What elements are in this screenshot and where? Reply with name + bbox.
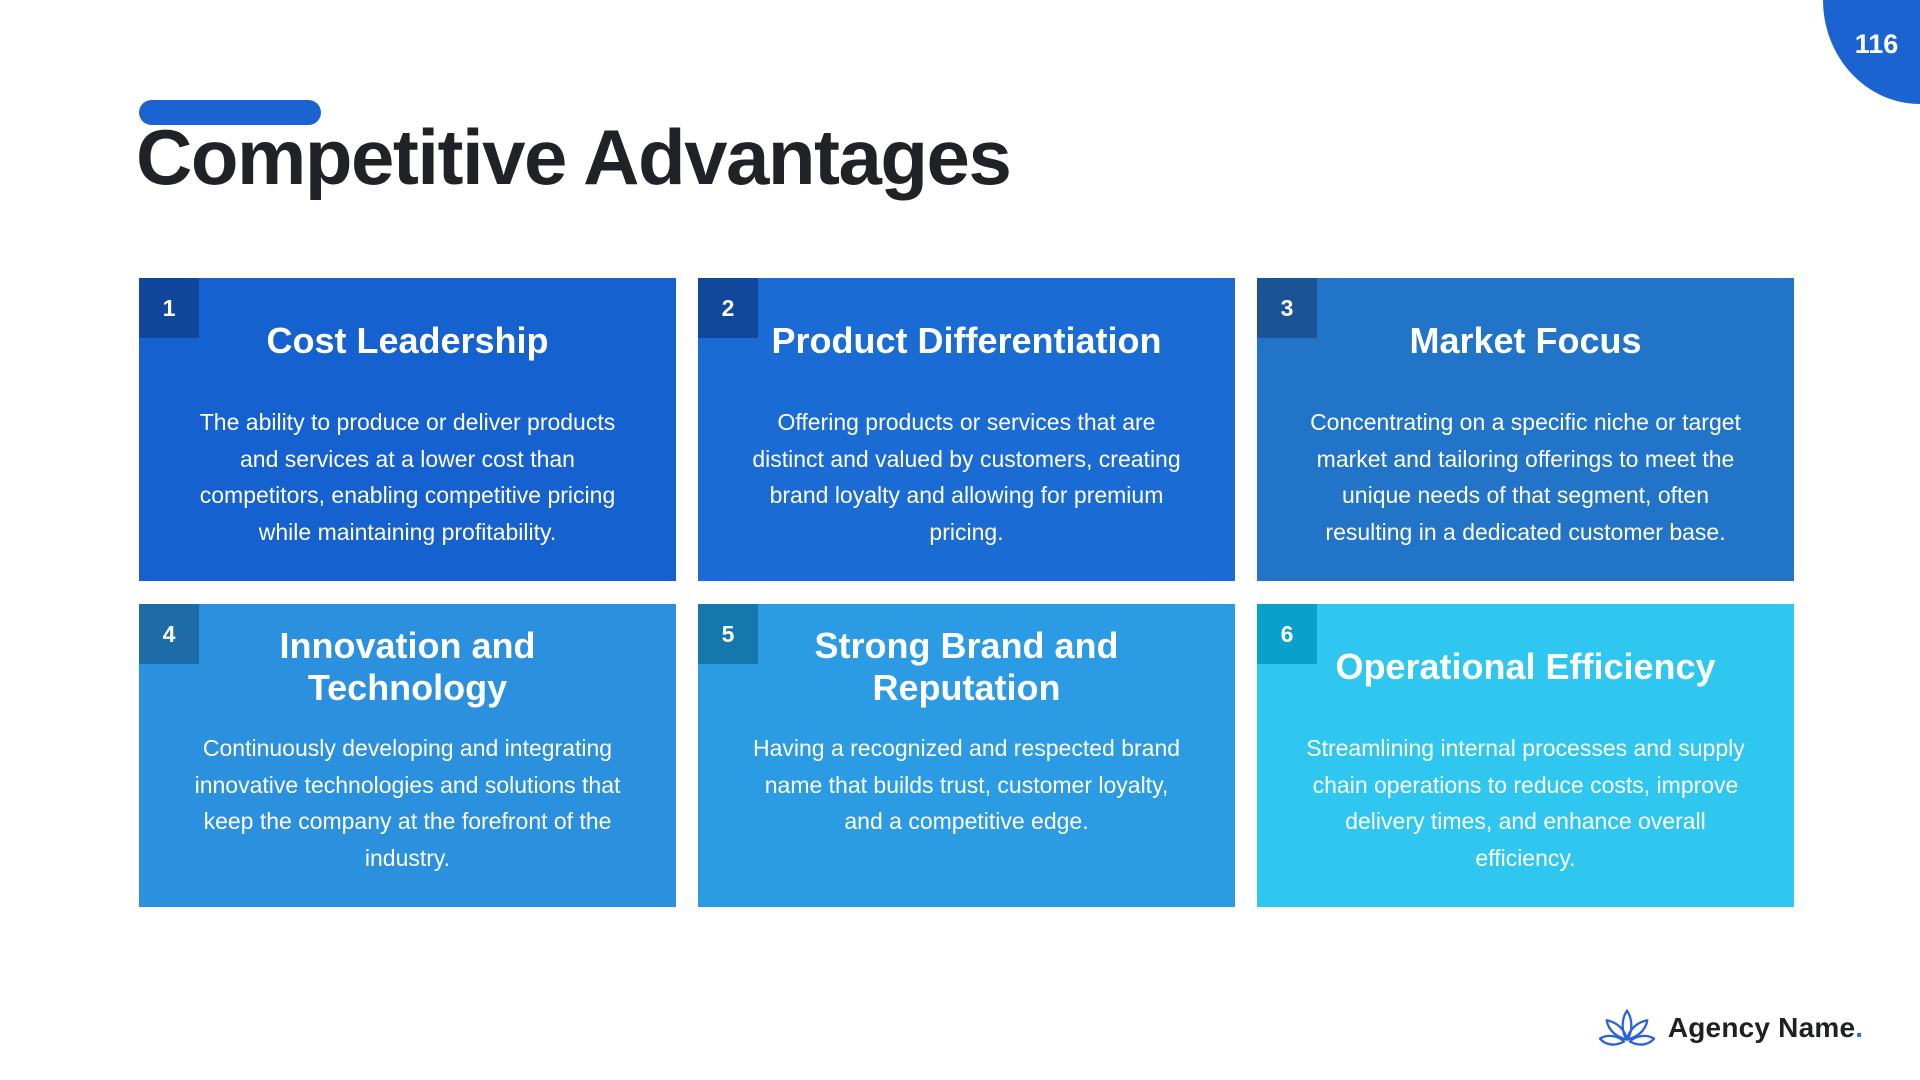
card-title: Product Differentiation [771,320,1162,362]
card-number-badge: 1 [139,278,199,338]
card-number: 5 [721,620,735,647]
card-title: Strong Brand and Reputation [814,625,1119,708]
card-title: Cost Leadership [266,320,549,362]
card-title: Operational Efficiency [1335,646,1716,688]
page-number-badge: 116 [1823,0,1920,104]
title-accent-bar [139,100,321,125]
brand-name: Agency Name [1667,1012,1856,1043]
card-title-area: Strong Brand and Reputation [724,604,1209,730]
card-number-badge: 3 [1257,278,1317,338]
page-number: 116 [1854,28,1899,59]
brand-dot: . [1855,1012,1863,1043]
card-number: 1 [162,294,176,321]
card-description: Having a recognized and respected brand … [752,735,1181,834]
card-description: Streamlining internal processes and supp… [1306,735,1745,871]
brand-footer: Agency Name. [1598,1006,1863,1050]
card-number-badge: 6 [1257,604,1317,664]
card-title-area: Cost Leadership [165,278,650,404]
card-number: 6 [1280,620,1294,647]
card-number-badge: 4 [139,604,199,664]
card-description: Continuously developing and integrating … [194,735,621,871]
card-title: Innovation and Technology [279,625,536,708]
card-number: 4 [162,620,176,647]
card-cost-leadership: 1 Cost Leadership The ability to produce… [139,278,676,581]
card-number-badge: 5 [698,604,758,664]
card-description: Offering products or services that are d… [752,409,1181,545]
card-title-area: Product Differentiation [724,278,1209,404]
card-number: 2 [721,294,735,321]
card-number-badge: 2 [698,278,758,338]
card-title-area: Operational Efficiency [1283,604,1768,730]
advantages-grid: 1 Cost Leadership The ability to produce… [139,278,1794,907]
card-title-area: Innovation and Technology [165,604,650,730]
card-operational-efficiency: 6 Operational Efficiency Streamlining in… [1257,604,1794,907]
card-innovation-technology: 4 Innovation and Technology Continuously… [139,604,676,907]
card-description: The ability to produce or deliver produc… [199,409,616,545]
card-description: Concentrating on a specific niche or tar… [1310,409,1741,545]
card-product-differentiation: 2 Product Differentiation Offering produ… [698,278,1235,581]
card-title-area: Market Focus [1283,278,1768,404]
card-strong-brand-reputation: 5 Strong Brand and Reputation Having a r… [698,604,1235,907]
lotus-icon [1598,1006,1656,1050]
card-number: 3 [1280,294,1294,321]
page-title: Competitive Advantages [136,113,1012,201]
card-title: Market Focus [1409,320,1642,362]
card-market-focus: 3 Market Focus Concentrating on a specif… [1257,278,1794,581]
